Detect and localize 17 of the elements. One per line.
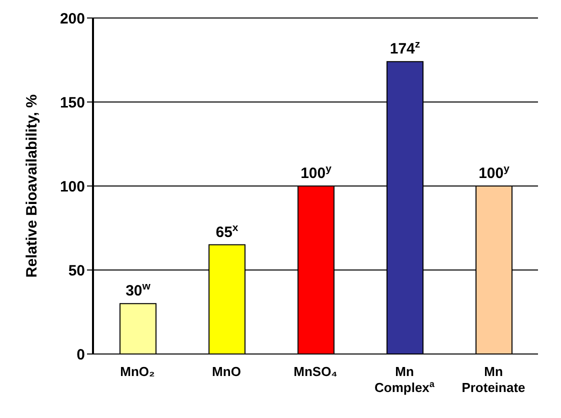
y-tick-label: 0	[76, 346, 85, 364]
x-tick-label: Mn Proteinate	[462, 364, 526, 395]
y-tick-label: 200	[60, 10, 85, 28]
data-label: 174$^{z}$	[390, 38, 420, 58]
y-axis-title: Relative Bioavailability, %	[23, 94, 40, 278]
data-label: 65$^{x}$	[216, 222, 238, 241]
bar	[120, 303, 156, 354]
x-tick-label: Mn Complex$^{a}$	[374, 364, 436, 395]
x-tick-label: MnSO₄	[294, 364, 338, 379]
y-tick-label: 150	[60, 94, 85, 112]
x-tick-label: MnO	[212, 364, 241, 379]
data-label: 100$^{y}$	[478, 163, 510, 182]
y-tick-label: 50	[68, 262, 85, 280]
x-tick-label: MnO₂	[120, 364, 156, 379]
data-label: 30$^{w}$	[126, 280, 152, 300]
data-label: 100$^{y}$	[300, 163, 332, 182]
y-tick-label: 100	[60, 178, 85, 196]
